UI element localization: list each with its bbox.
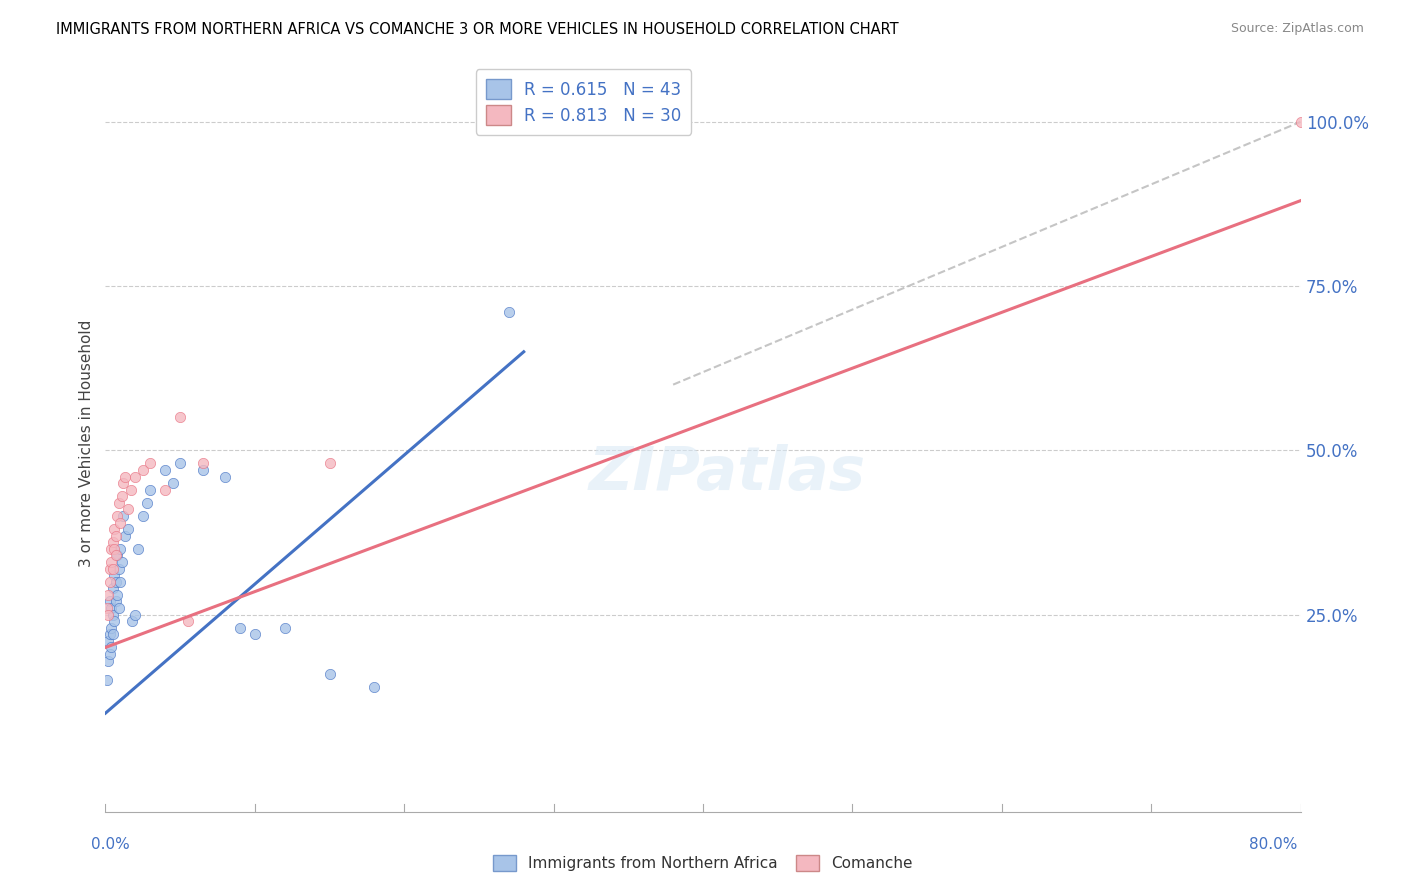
Point: [155, 463, 177, 477]
Point: [103, 541, 125, 556]
Point: [97, 588, 120, 602]
Point: [191, 463, 214, 477]
Point: [114, 529, 136, 543]
Point: [100, 640, 122, 655]
Point: [100, 621, 122, 635]
Point: [124, 469, 146, 483]
Point: [98, 594, 121, 608]
Point: [132, 509, 155, 524]
Point: [114, 469, 136, 483]
Point: [243, 627, 266, 641]
Point: [96, 673, 118, 688]
Legend: Immigrants from Northern Africa, Comanche: Immigrants from Northern Africa, Comanch…: [486, 849, 920, 877]
Point: [318, 666, 340, 681]
Point: [120, 483, 142, 497]
Point: [107, 549, 129, 563]
Point: [498, 305, 520, 319]
Point: [98, 647, 121, 661]
Point: [136, 496, 159, 510]
Point: [318, 457, 340, 471]
Text: 80.0%: 80.0%: [1250, 838, 1298, 852]
Point: [110, 541, 132, 556]
Point: [97, 607, 120, 622]
Point: [111, 555, 134, 569]
Point: [229, 621, 252, 635]
Point: [273, 621, 295, 635]
Point: [108, 601, 131, 615]
Point: [101, 561, 124, 575]
Text: IMMIGRANTS FROM NORTHERN AFRICA VS COMANCHE 3 OR MORE VEHICLES IN HOUSEHOLD CORR: IMMIGRANTS FROM NORTHERN AFRICA VS COMAN…: [56, 22, 898, 37]
Point: [97, 654, 120, 668]
Point: [101, 607, 124, 622]
Point: [363, 680, 385, 694]
Point: [176, 614, 198, 628]
Point: [100, 541, 122, 556]
Text: 0.0%: 0.0%: [91, 838, 131, 852]
Point: [104, 529, 127, 543]
Point: [103, 614, 125, 628]
Point: [107, 509, 129, 524]
Point: [103, 568, 125, 582]
Point: [214, 469, 236, 483]
Point: [117, 502, 139, 516]
Point: [124, 607, 146, 622]
Point: [110, 516, 132, 530]
Point: [110, 574, 132, 589]
Point: [104, 574, 127, 589]
Text: Source: ZipAtlas.com: Source: ZipAtlas.com: [1230, 22, 1364, 36]
Point: [98, 561, 121, 575]
Point: [191, 457, 214, 471]
Point: [169, 457, 191, 471]
Point: [100, 555, 122, 569]
Point: [101, 627, 124, 641]
Point: [103, 522, 125, 536]
Point: [108, 561, 131, 575]
Point: [100, 601, 122, 615]
Point: [127, 541, 149, 556]
Point: [111, 489, 134, 503]
Point: [162, 476, 184, 491]
Y-axis label: 3 or more Vehicles in Household: 3 or more Vehicles in Household: [79, 320, 94, 567]
Point: [101, 582, 124, 596]
Point: [117, 522, 139, 536]
Point: [98, 627, 121, 641]
Point: [96, 601, 118, 615]
Point: [101, 535, 124, 549]
Point: [112, 476, 135, 491]
Point: [108, 496, 131, 510]
Point: [104, 549, 127, 563]
Point: [104, 594, 127, 608]
Point: [121, 614, 143, 628]
Point: [169, 410, 191, 425]
Point: [132, 463, 155, 477]
Point: [97, 633, 120, 648]
Point: [98, 574, 121, 589]
Point: [1289, 115, 1312, 129]
Point: [112, 509, 135, 524]
Point: [139, 483, 162, 497]
Legend: R = 0.615   N = 43, R = 0.813   N = 30: R = 0.615 N = 43, R = 0.813 N = 30: [475, 70, 692, 135]
Point: [155, 483, 177, 497]
Text: ZIPatlas: ZIPatlas: [588, 443, 866, 503]
Point: [139, 457, 162, 471]
Point: [107, 588, 129, 602]
